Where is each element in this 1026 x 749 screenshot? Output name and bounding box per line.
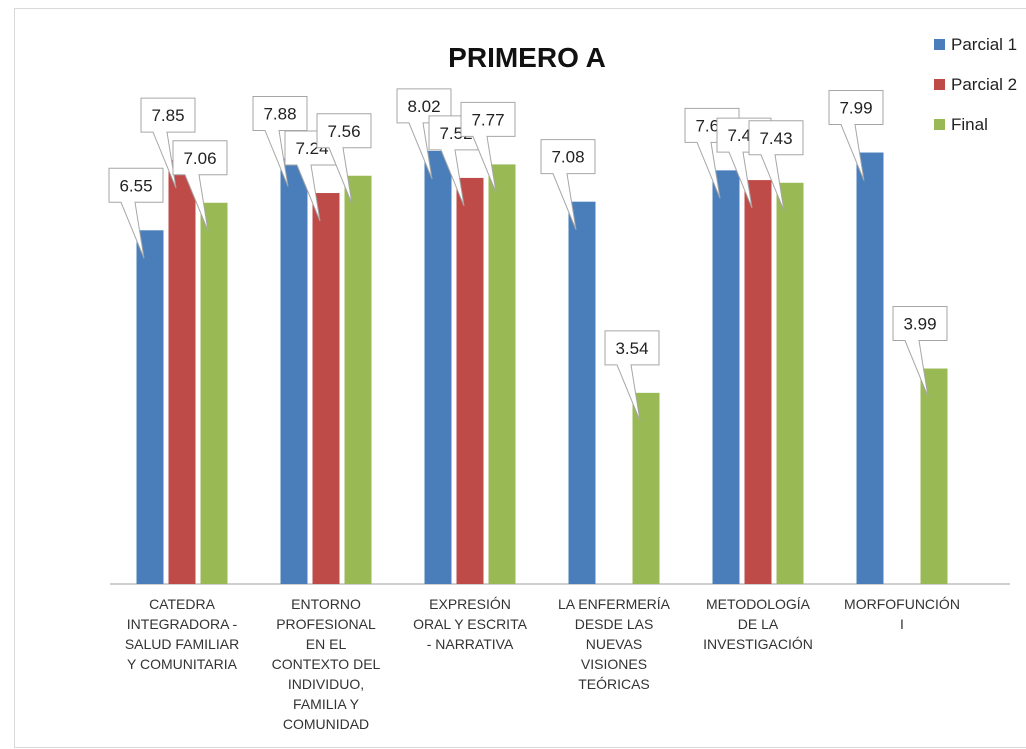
svg-text:COMUNIDAD: COMUNIDAD (283, 716, 369, 732)
category-tick-label: CATEDRA INTEGRADORA - SALUD FAMILIAR Y COMU… (125, 596, 239, 672)
svg-text:7.99: 7.99 (839, 99, 872, 118)
category-tick-label: LA ENFERMERÍA DESDE LAS NUEVAS VISIONES TEÓR… (558, 596, 671, 692)
legend-label: Final (951, 115, 988, 134)
data-label: 7.77 (460, 101, 516, 193)
svg-text:7.56: 7.56 (327, 122, 360, 141)
svg-text:ENTORNO: ENTORNO (291, 596, 361, 612)
svg-text:SALUD FAMILIAR: SALUD FAMILIAR (125, 636, 239, 652)
legend-swatch (934, 39, 945, 50)
bar-parcial-1-4 (712, 170, 740, 585)
svg-text:7.88: 7.88 (263, 104, 296, 123)
category-tick-label: MORFOFUNCIÓN I (844, 596, 960, 632)
legend-swatch (934, 119, 945, 130)
bar-parcial-1-5 (856, 152, 884, 585)
svg-text:DE LA: DE LA (738, 616, 779, 632)
data-labels-layer: 6.557.857.067.887.247.568.027.527.777.08… (108, 88, 948, 422)
svg-text:CATEDRA: CATEDRA (149, 596, 216, 612)
category-tick-label: METODOLOGÍA DE LA INVESTIGACIÓN (703, 596, 813, 652)
bar-parcial-1-1 (280, 158, 308, 585)
data-label: 7.43 (748, 120, 804, 211)
chart-title: PRIMERO A (448, 42, 606, 73)
bars-layer (136, 150, 948, 585)
svg-text:DESDE LAS: DESDE LAS (575, 616, 654, 632)
svg-text:- NARRATIVA: - NARRATIVA (427, 636, 514, 652)
data-label: 7.08 (540, 139, 596, 230)
svg-text:EXPRESIÓN: EXPRESIÓN (429, 596, 511, 612)
svg-text:7.06: 7.06 (183, 149, 216, 168)
bar-parcial-2-4 (744, 180, 772, 584)
legend-label: Parcial 1 (951, 35, 1017, 54)
svg-text:METODOLOGÍA: METODOLOGÍA (706, 596, 811, 612)
svg-text:INDIVIDUO,: INDIVIDUO, (288, 676, 364, 692)
svg-text:INVESTIGACIÓN: INVESTIGACIÓN (703, 636, 813, 652)
data-label: 7.06 (172, 140, 228, 231)
data-label: 3.54 (604, 330, 660, 422)
svg-text:Y COMUNITARIA: Y COMUNITARIA (127, 656, 238, 672)
data-label: 8.02 (396, 88, 452, 180)
svg-text:ORAL Y ESCRITA: ORAL Y ESCRITA (413, 616, 528, 632)
bar-final-5 (920, 368, 948, 584)
svg-text:I: I (900, 616, 904, 632)
bar-final-3 (632, 392, 660, 584)
svg-text:7.43: 7.43 (759, 129, 792, 148)
svg-text:7.77: 7.77 (471, 110, 504, 129)
chart-svg: PRIMERO A 6.557.857.067.887.247.568.027.… (108, 35, 1017, 732)
legend-label: Parcial 2 (951, 75, 1017, 94)
legend-swatch (934, 79, 945, 90)
bar-final-0 (200, 202, 228, 584)
category-ticks-layer: CATEDRA INTEGRADORA - SALUD FAMILIAR Y COMU… (125, 596, 960, 732)
svg-text:TEÓRICAS: TEÓRICAS (578, 676, 650, 692)
bar-parcial-2-2 (456, 177, 484, 585)
bar-parcial-2-0 (168, 160, 196, 584)
svg-text:INTEGRADORA -: INTEGRADORA - (127, 616, 238, 632)
data-label: 7.56 (316, 113, 372, 204)
bar-parcial-2-1 (312, 193, 340, 585)
svg-text:EN EL: EN EL (306, 636, 347, 652)
svg-text:6.55: 6.55 (119, 176, 152, 195)
bar-parcial-1-2 (424, 150, 452, 585)
legend-item: Parcial 1 (934, 35, 1017, 54)
bar-final-2 (488, 164, 516, 585)
data-label: 6.55 (108, 167, 164, 259)
svg-text:PROFESIONAL: PROFESIONAL (276, 616, 376, 632)
data-label: 7.85 (140, 97, 196, 189)
category-tick-label: ENTORNO PROFESIONAL EN EL CONTEXTO DEL INDIV… (272, 596, 381, 732)
chart-area: PRIMERO A 6.55 7.85 7.06 7.88 7.24 7.56 8.02 7.… (14, 8, 1026, 748)
svg-text:VISIONES: VISIONES (581, 656, 647, 672)
svg-text:3.54: 3.54 (615, 339, 648, 358)
svg-text:7.08: 7.08 (551, 148, 584, 167)
svg-text:7.85: 7.85 (151, 106, 184, 125)
svg-text:CONTEXTO DEL: CONTEXTO DEL (272, 656, 381, 672)
bar-final-1 (344, 175, 372, 584)
data-label: 3.99 (892, 306, 948, 397)
legend: Parcial 1 Parcial 2 Final (934, 35, 1017, 134)
bar-parcial-1-0 (136, 230, 164, 585)
svg-text:3.99: 3.99 (903, 315, 936, 334)
svg-text:MORFOFUNCIÓN: MORFOFUNCIÓN (844, 596, 960, 612)
svg-text:FAMILIA Y: FAMILIA Y (293, 696, 360, 712)
bar-final-4 (776, 182, 804, 584)
data-label: 7.88 (252, 95, 308, 187)
category-tick-label: EXPRESIÓN ORAL Y ESCRITA - NARRATIVA (413, 596, 528, 652)
svg-text:8.02: 8.02 (407, 97, 440, 116)
data-label: 7.99 (828, 90, 884, 181)
svg-text:LA ENFERMERÍA: LA ENFERMERÍA (558, 596, 671, 612)
legend-item: Final (934, 115, 988, 134)
svg-text:NUEVAS: NUEVAS (586, 636, 643, 652)
bar-parcial-1-3 (568, 201, 596, 584)
legend-item: Parcial 2 (934, 75, 1017, 94)
